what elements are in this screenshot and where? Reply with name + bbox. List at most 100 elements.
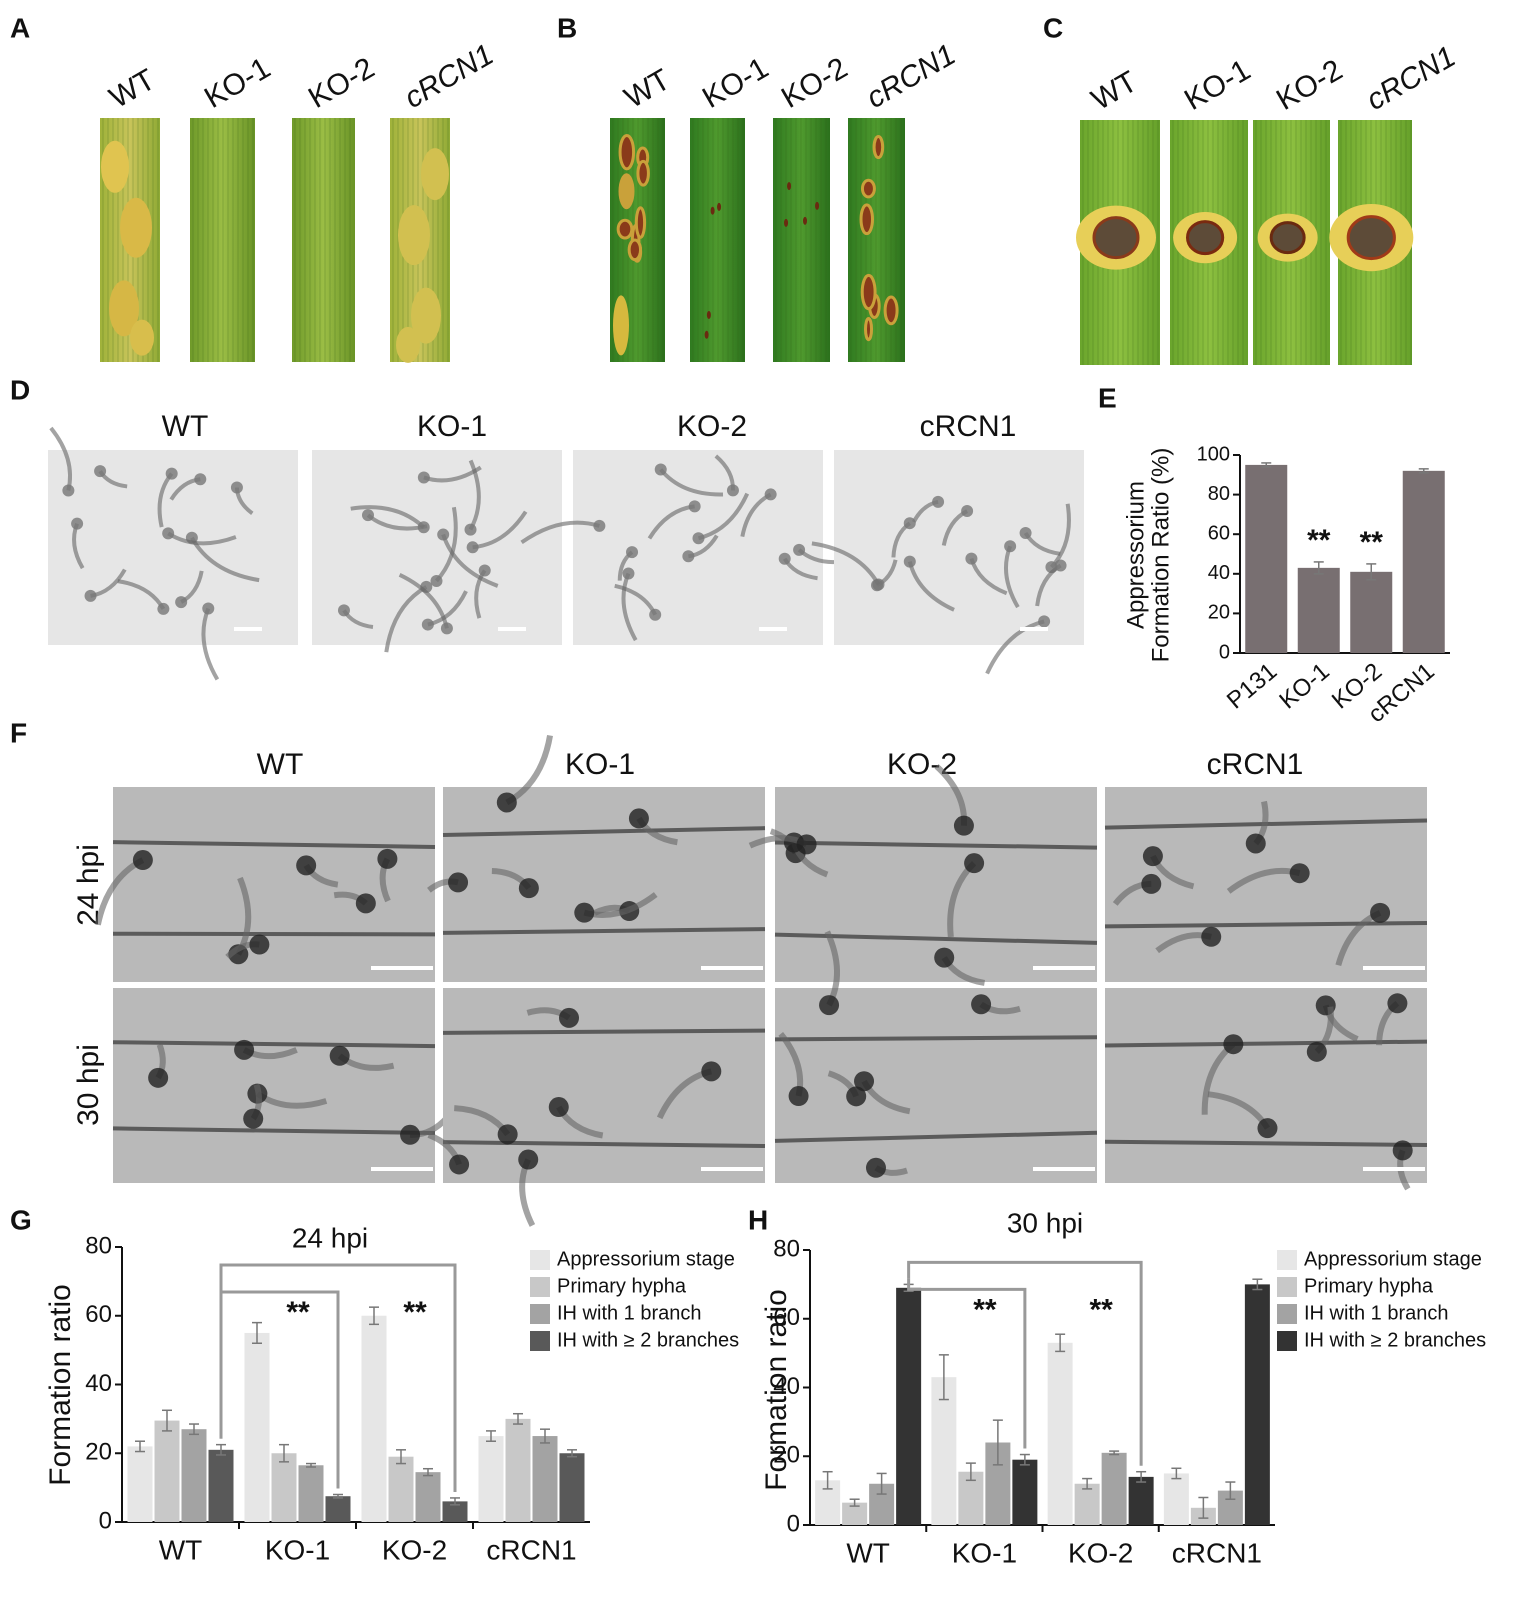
cell-wall bbox=[442, 1140, 766, 1148]
leaf bbox=[690, 118, 745, 362]
error-bar bbox=[1418, 468, 1429, 474]
micrograph-bg bbox=[775, 787, 1097, 982]
scale-bar bbox=[1020, 627, 1048, 631]
y-tick-label: 100 bbox=[1197, 443, 1230, 465]
chart-title: 30 hpi bbox=[1007, 1207, 1083, 1238]
error-bar bbox=[567, 1449, 577, 1458]
micrograph bbox=[48, 426, 298, 681]
cell-wall bbox=[774, 840, 1098, 850]
cell-wall bbox=[1104, 1039, 1428, 1048]
lane-label: KO-2 bbox=[776, 51, 853, 115]
bar bbox=[931, 1377, 957, 1525]
cell bbox=[464, 523, 477, 536]
cell bbox=[819, 995, 840, 1016]
scale-bar bbox=[1363, 966, 1425, 970]
x-tick-label: WT bbox=[846, 1537, 890, 1568]
cell bbox=[764, 488, 777, 501]
bar bbox=[415, 1472, 441, 1522]
leaf-photo bbox=[1170, 120, 1248, 365]
cell bbox=[692, 532, 705, 545]
legend-swatch bbox=[530, 1331, 550, 1351]
cell bbox=[496, 792, 517, 813]
cell bbox=[421, 618, 434, 631]
error-bar bbox=[1252, 1278, 1263, 1291]
legend-label: Appressorium stage bbox=[557, 1248, 735, 1270]
error-bar bbox=[333, 1493, 343, 1499]
leaf-photo bbox=[848, 118, 905, 362]
hypha bbox=[811, 541, 881, 586]
lesion bbox=[109, 280, 139, 337]
lane-label: cRCN1 bbox=[1361, 40, 1461, 117]
y-axis-label: Formation ratio bbox=[44, 1284, 77, 1486]
cell bbox=[934, 947, 955, 968]
micrograph bbox=[811, 450, 1084, 675]
y-axis-label: Formation ratio bbox=[760, 1289, 793, 1491]
legend-swatch bbox=[1277, 1331, 1297, 1351]
cell bbox=[788, 1086, 809, 1107]
bar bbox=[1074, 1483, 1100, 1525]
lesion bbox=[710, 206, 715, 215]
lesion bbox=[883, 295, 899, 326]
cell bbox=[1387, 993, 1408, 1014]
x-tick-label: WT bbox=[159, 1534, 203, 1565]
lesion bbox=[787, 182, 792, 191]
column-label: cRCN1 bbox=[920, 410, 1017, 443]
cell bbox=[622, 567, 635, 580]
error-bar bbox=[1225, 1481, 1236, 1500]
lane-label: KO-1 bbox=[199, 51, 276, 115]
cell bbox=[449, 1154, 470, 1175]
lesion bbox=[860, 178, 876, 199]
scale-bar bbox=[371, 966, 433, 970]
hypha bbox=[350, 505, 426, 529]
lesion bbox=[860, 273, 877, 311]
bracket bbox=[219, 1290, 340, 1489]
bar bbox=[1402, 470, 1445, 653]
scale-bar bbox=[234, 627, 262, 631]
error-bar bbox=[162, 1409, 172, 1432]
cell bbox=[593, 519, 606, 532]
error-bar bbox=[876, 1472, 887, 1495]
x-tick-label: cRCN1 bbox=[1172, 1537, 1262, 1568]
error-bar bbox=[369, 1306, 379, 1326]
cell bbox=[329, 1045, 350, 1066]
cell bbox=[854, 1071, 875, 1092]
significance: ** bbox=[973, 1293, 997, 1326]
legend-swatch bbox=[1277, 1277, 1297, 1297]
lesion bbox=[120, 197, 152, 258]
scale-bar bbox=[1363, 1167, 1425, 1171]
lesion bbox=[101, 140, 129, 193]
x-tick-label: KO-2 bbox=[382, 1534, 447, 1565]
lesion bbox=[863, 316, 874, 342]
bar bbox=[361, 1315, 387, 1522]
cell bbox=[234, 1039, 255, 1060]
scale-bar bbox=[371, 1167, 433, 1171]
lesion bbox=[396, 326, 420, 363]
micrograph bbox=[1104, 988, 1428, 1191]
significance: ** bbox=[1089, 1293, 1113, 1326]
cell bbox=[1245, 833, 1266, 854]
lesion bbox=[616, 218, 634, 240]
cell bbox=[953, 815, 974, 836]
error-bar bbox=[216, 1443, 226, 1456]
bar bbox=[244, 1332, 270, 1522]
micrograph-bg bbox=[1105, 988, 1427, 1183]
cell bbox=[448, 872, 469, 893]
micrograph bbox=[748, 764, 1098, 986]
y-tick-label: 0 bbox=[1219, 641, 1230, 663]
cell bbox=[249, 934, 270, 955]
lesion bbox=[803, 216, 808, 225]
cell bbox=[961, 505, 974, 518]
error-bar bbox=[849, 1498, 860, 1507]
scale-bar bbox=[498, 627, 526, 631]
legend-swatch bbox=[530, 1304, 550, 1324]
cell bbox=[965, 552, 978, 565]
row-label: 30 hpi bbox=[72, 1044, 105, 1126]
lane-label: KO-2 bbox=[1271, 53, 1348, 117]
lane-label: cRCN1 bbox=[861, 38, 961, 115]
bar bbox=[1297, 567, 1340, 653]
micrograph-bg bbox=[443, 988, 765, 1183]
bar bbox=[1128, 1476, 1154, 1525]
bar bbox=[298, 1465, 324, 1522]
hypha bbox=[697, 492, 750, 541]
cell bbox=[400, 1124, 421, 1145]
